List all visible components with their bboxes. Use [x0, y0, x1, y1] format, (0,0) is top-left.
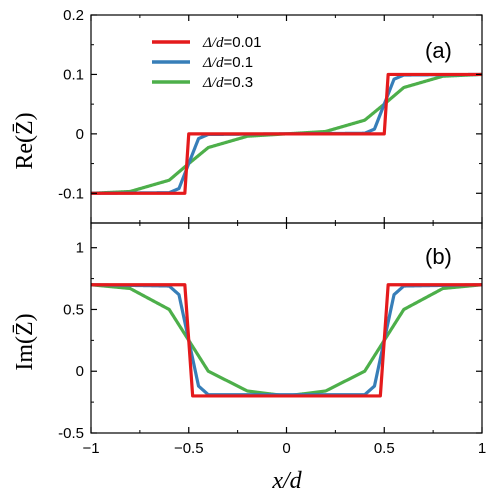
- y-tick-label-b-0: -0.5: [58, 425, 84, 442]
- ylabel-b-text: Im(Z̄): [12, 313, 38, 370]
- x-tick-label-0: −1: [82, 440, 99, 457]
- y-tick-label-b-2: 0.5: [63, 301, 84, 318]
- y-tick-label-a-2: 0.1: [63, 66, 84, 83]
- panel-label-a: (a): [425, 38, 452, 63]
- x-tick-label-1: −0.5: [174, 440, 204, 457]
- xlabel: x/d: [271, 468, 302, 494]
- curves-a: [91, 72, 482, 195]
- legend-label-0: Δ/d=0.01: [202, 34, 261, 51]
- y-tick-label-b-3: 1: [76, 240, 84, 257]
- y-tick-label-a-0: -0.1: [58, 185, 84, 202]
- curves-b: [91, 283, 482, 398]
- plot-frame-b: [90, 222, 483, 434]
- ylabel-a: Re(Z̄): [12, 112, 38, 169]
- series-line-a-0: [91, 72, 482, 195]
- x-tick-label-3: 0.5: [374, 440, 395, 457]
- y-tick-label-b-1: 0: [76, 363, 84, 380]
- series-line-b-1: [91, 283, 482, 397]
- legend-label-2: Δ/d=0.3: [202, 74, 253, 91]
- x-tick-label-4: 1: [478, 440, 486, 457]
- series-line-b-2: [91, 283, 482, 398]
- legend: Δ/d=0.01 Δ/d=0.1 Δ/d=0.3: [152, 34, 261, 91]
- ylabel-b: Im(Z̄): [12, 313, 38, 370]
- legend-label-1: Δ/d=0.1: [202, 54, 253, 71]
- axes-b: -0.5 0 0.5 1 −1 −0.5 0 0.5 1: [58, 222, 486, 457]
- series-line-b-0: [91, 283, 482, 398]
- panel-a: -0.100.10.2 Re(Z̄) (a) Δ/d=0.01Δ/d=0.1Δ/…: [12, 7, 483, 224]
- x-tick-label-2: 0: [282, 440, 290, 457]
- panel-label-b: (b): [425, 244, 452, 269]
- ylabel-a-text: Re(Z̄): [12, 112, 38, 169]
- y-tick-label-a-3: 0.2: [63, 7, 84, 24]
- y-tick-label-a-1: 0: [76, 126, 84, 143]
- panel-b: -0.5 0 0.5 1 −1 −0.5 0 0.5 1 Im(Z̄) (b): [12, 222, 486, 457]
